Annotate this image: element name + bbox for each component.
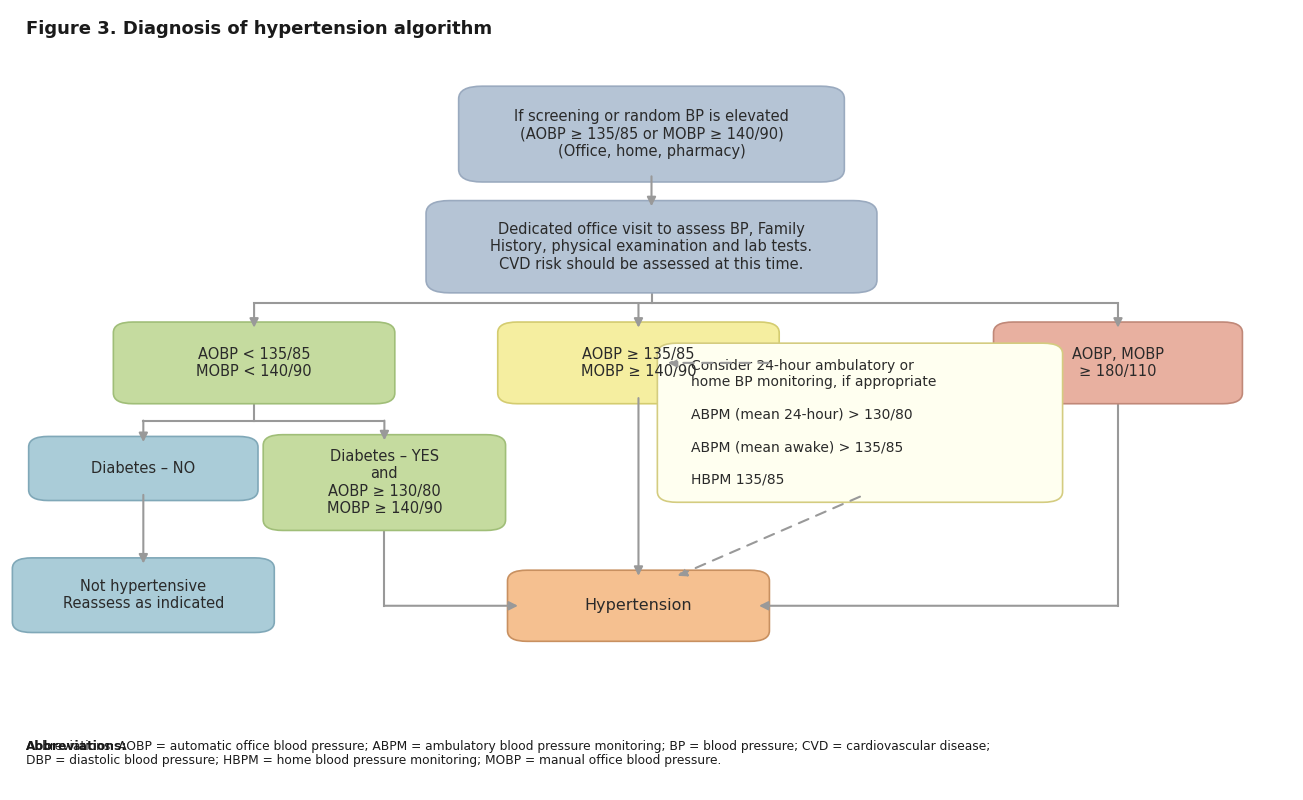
FancyBboxPatch shape — [113, 322, 395, 404]
FancyBboxPatch shape — [507, 570, 769, 642]
FancyBboxPatch shape — [29, 437, 258, 501]
Text: AOBP, MOBP
≥ 180/110: AOBP, MOBP ≥ 180/110 — [1072, 346, 1164, 379]
Text: Dedicated office visit to assess BP, Family
History, physical examination and la: Dedicated office visit to assess BP, Fam… — [490, 222, 813, 272]
Text: If screening or random BP is elevated
(AOBP ≥ 135/85 or MOBP ≥ 140/90)
(Office, : If screening or random BP is elevated (A… — [515, 109, 788, 159]
Text: Figure 3. Diagnosis of hypertension algorithm: Figure 3. Diagnosis of hypertension algo… — [26, 20, 493, 38]
Text: Abbreviations:: Abbreviations: — [26, 740, 128, 753]
Text: Abbreviations: AOBP = automatic office blood pressure; ABPM = ambulatory blood p: Abbreviations: AOBP = automatic office b… — [26, 740, 990, 753]
FancyBboxPatch shape — [426, 201, 877, 293]
Text: DBP = diastolic blood pressure; HBPM = home blood pressure monitoring; MOBP = ma: DBP = diastolic blood pressure; HBPM = h… — [26, 754, 722, 767]
FancyBboxPatch shape — [498, 322, 779, 404]
FancyBboxPatch shape — [13, 558, 275, 633]
FancyBboxPatch shape — [658, 343, 1063, 502]
Text: Not hypertensive
Reassess as indicated: Not hypertensive Reassess as indicated — [63, 579, 224, 611]
FancyBboxPatch shape — [459, 86, 844, 182]
Text: Hypertension: Hypertension — [585, 598, 692, 614]
FancyBboxPatch shape — [263, 434, 506, 530]
FancyBboxPatch shape — [993, 322, 1242, 404]
Text: AOBP < 135/85
MOBP < 140/90: AOBP < 135/85 MOBP < 140/90 — [197, 346, 311, 379]
Text: Diabetes – NO: Diabetes – NO — [91, 461, 195, 476]
Text: Consider 24-hour ambulatory or
home BP monitoring, if appropriate

ABPM (mean 24: Consider 24-hour ambulatory or home BP m… — [692, 359, 937, 486]
Text: Diabetes – YES
and
AOBP ≥ 130/80
MOBP ≥ 140/90: Diabetes – YES and AOBP ≥ 130/80 MOBP ≥ … — [327, 449, 442, 516]
Text: AOBP ≥ 135/85
MOBP ≥ 140/90: AOBP ≥ 135/85 MOBP ≥ 140/90 — [581, 346, 696, 379]
